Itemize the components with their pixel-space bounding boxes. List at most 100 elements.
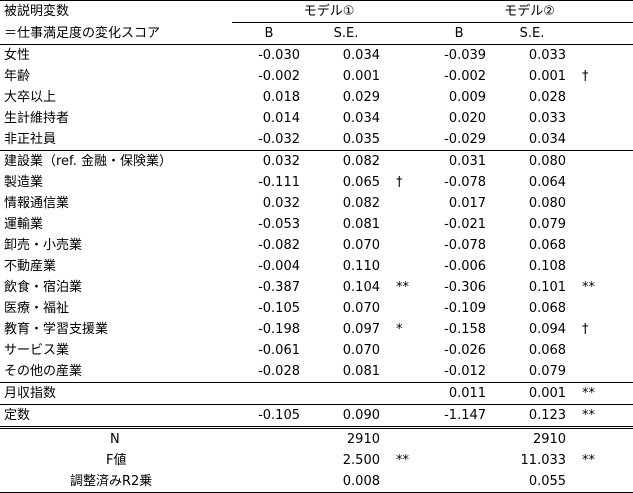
model1-significance: [386, 108, 426, 129]
model2-se-value: 0.123: [492, 404, 573, 429]
model1-significance: [386, 87, 426, 108]
model2-b-value: 0.011: [426, 382, 493, 405]
model2-b-value: -0.012: [444, 364, 487, 379]
table-row: 大卒以上 0.018 0.029 0.009 0.028: [0, 87, 633, 108]
model2-b-value: -1.147: [426, 404, 493, 429]
model1-sig-header: [386, 22, 427, 45]
model2-b-value: 0.009: [448, 90, 487, 105]
model2-se-value: 0.028: [528, 90, 567, 105]
model2-significance: **: [572, 404, 633, 429]
model2-header: モデル②: [426, 0, 633, 23]
model1-b-value: -0.198: [258, 322, 300, 337]
table-row: 生計維持者 0.014 0.034 0.020 0.033: [0, 108, 633, 129]
model1-se-value: 0.082: [342, 196, 380, 211]
model1-se-value: 0.110: [342, 259, 380, 274]
variable-label: 教育・学習支援業: [4, 322, 109, 337]
model1-se-value: 0.070: [342, 238, 380, 253]
model2-significance: **: [572, 382, 633, 405]
model1-statistic-value: 2.500: [342, 453, 380, 468]
variable-label: 不動産業: [4, 259, 57, 274]
model1-b-value: -0.105: [258, 301, 300, 316]
model1-significance: [386, 150, 427, 172]
model1-significance: [386, 193, 426, 214]
model2-significance: [572, 340, 633, 361]
model2-significance: [572, 193, 633, 214]
model2-se-value: 0.033: [528, 48, 567, 63]
variable-label: 生計維持者: [4, 111, 70, 126]
table-row: その他の産業 -0.028 0.081 -0.012 0.079: [0, 361, 633, 383]
model1-b-value: -0.061: [258, 343, 300, 358]
stat-row: F値 2.500 ** 11.033 **: [0, 450, 633, 471]
model1-se-value: 0.090: [306, 404, 386, 429]
model1-b-value: 0.018: [262, 90, 300, 105]
model1-significance: [386, 235, 426, 256]
table-row: 定数 -0.105 0.090 -1.147 0.123 **: [0, 404, 633, 429]
model2-b-value: 0.031: [426, 150, 493, 172]
model1-significance: [386, 129, 426, 151]
model1-significance: [386, 256, 426, 277]
variable-label: 年齢: [4, 69, 31, 84]
model2-significance: [572, 150, 633, 172]
model2-empty-cell: [426, 428, 492, 451]
model1-se-header: S.E.: [306, 22, 386, 45]
table-row: 女性 -0.030 0.034 -0.039 0.033: [0, 45, 633, 67]
model1-se-value: 0.097: [342, 322, 380, 337]
model2-se-value: 0.034: [528, 132, 567, 147]
model1-b-value: [232, 382, 306, 405]
model1-b-value: -0.032: [258, 132, 300, 147]
header-row-columns: ＝仕事満足度の変化スコア B S.E. B S.E.: [0, 22, 633, 45]
model1-significance: †: [396, 175, 403, 190]
model2-se-value: 0.101: [528, 280, 567, 295]
model2-statistic-value: 2910: [532, 432, 567, 447]
model2-significance: [572, 256, 633, 277]
model1-empty-cell: [232, 450, 306, 471]
model2-b-value: -0.078: [444, 238, 487, 253]
model2-b-value: -0.002: [444, 69, 487, 84]
model2-significance: [572, 87, 633, 108]
model2-significance: [572, 298, 633, 319]
header-row-models: 被説明変数 モデル① モデル②: [0, 0, 633, 23]
model2-empty-cell: [426, 450, 492, 471]
model2-statistic-value: 11.033: [520, 453, 567, 468]
model2-b-value: -0.158: [444, 322, 487, 337]
model1-significance: [386, 361, 426, 383]
model1-empty-cell: [232, 471, 306, 493]
dependent-variable-label: 被説明変数: [0, 0, 232, 23]
model1-significance: [386, 66, 426, 87]
model1-b-value: -0.387: [258, 280, 300, 295]
model1-se-value: 0.081: [342, 364, 380, 379]
model2-se-value: 0.079: [528, 217, 567, 232]
stat-row: N 2910 2910: [0, 428, 633, 451]
model1-b-value: -0.082: [258, 238, 300, 253]
variable-label: 女性: [4, 48, 31, 63]
model1-statistic-significance: [386, 428, 426, 451]
variable-label: その他の産業: [4, 364, 83, 379]
model1-empty-cell: [232, 428, 306, 451]
model1-se-value: 0.034: [342, 48, 380, 63]
model1-statistic-value: 2910: [346, 432, 380, 447]
table-row: サービス業 -0.061 0.070 -0.026 0.068: [0, 340, 633, 361]
model2-significance: [572, 45, 633, 67]
model1-significance: [386, 45, 426, 67]
model1-b-value: -0.053: [258, 217, 300, 232]
statistic-label: F値: [106, 453, 127, 468]
model2-statistic-value: 0.055: [492, 471, 573, 493]
model1-b-value: -0.004: [258, 259, 300, 274]
model2-b-value: -0.029: [444, 132, 487, 147]
model2-se-value: 0.080: [492, 150, 573, 172]
statistic-label: N: [110, 432, 120, 447]
model2-significance: [572, 214, 633, 235]
model1-header: モデル①: [232, 0, 427, 23]
model2-b-value: -0.109: [444, 301, 487, 316]
model1-b-header: B: [232, 22, 306, 45]
model1-se-value: 0.029: [342, 90, 380, 105]
model1-se-value: 0.104: [342, 280, 380, 295]
table-row: 医療・福祉 -0.105 0.070 -0.109 0.068: [0, 298, 633, 319]
variable-label: 建設業（ref. 金融・保険業）: [0, 150, 232, 172]
table-row: 製造業 -0.111 0.065 † -0.078 0.064: [0, 172, 633, 193]
table-row: 情報通信業 0.032 0.082 0.017 0.080: [0, 193, 633, 214]
model2-se-value: 0.068: [528, 343, 567, 358]
model1-b-value: 0.032: [232, 150, 306, 172]
